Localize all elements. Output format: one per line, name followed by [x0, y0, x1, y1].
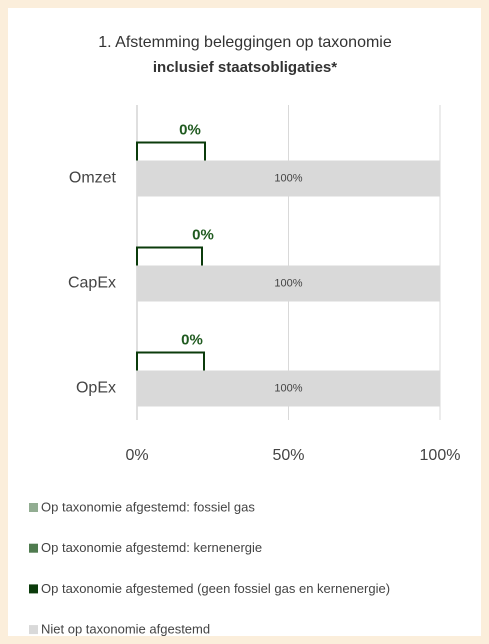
- value-label: 100%: [274, 382, 302, 394]
- legend-swatch: [29, 503, 38, 512]
- legend-label: Op taxonomie afgestemd: kernenergie: [41, 540, 262, 555]
- x-tick-label: 0%: [125, 447, 148, 464]
- legend-swatch: [29, 625, 38, 635]
- legend-swatch: [29, 584, 38, 594]
- legend-label: Op taxonomie afgestemed (geen fossiel ga…: [41, 581, 390, 596]
- legend-label: Op taxonomie afgestemd: fossiel gas: [41, 499, 255, 514]
- legend-label: Niet op taxonomie afgestemd: [41, 622, 210, 637]
- category-label: Omzet: [69, 170, 117, 187]
- value-label: 100%: [274, 277, 302, 289]
- bar-segment: [137, 265, 440, 302]
- bar-segment: [137, 160, 440, 197]
- value-label: 100%: [274, 172, 302, 184]
- annotation: 0%: [192, 226, 214, 243]
- legend-swatch: [29, 543, 38, 553]
- x-tick-label: 50%: [272, 447, 304, 464]
- chart-subtitle: inclusief staatsobligaties*: [153, 59, 337, 76]
- annotation-bracket: [136, 351, 205, 371]
- category-label: OpEx: [76, 380, 116, 397]
- plot-panel: [8, 8, 481, 636]
- annotation: 0%: [181, 331, 203, 348]
- annotation: 0%: [179, 121, 201, 138]
- annotation-bracket: [136, 246, 203, 266]
- annotation-bracket: [136, 141, 206, 161]
- bar-segment: [137, 370, 440, 407]
- chart-title: 1. Afstemming beleggingen op taxonomie: [98, 34, 392, 51]
- category-label: CapEx: [68, 275, 116, 292]
- x-tick-label: 100%: [420, 447, 461, 464]
